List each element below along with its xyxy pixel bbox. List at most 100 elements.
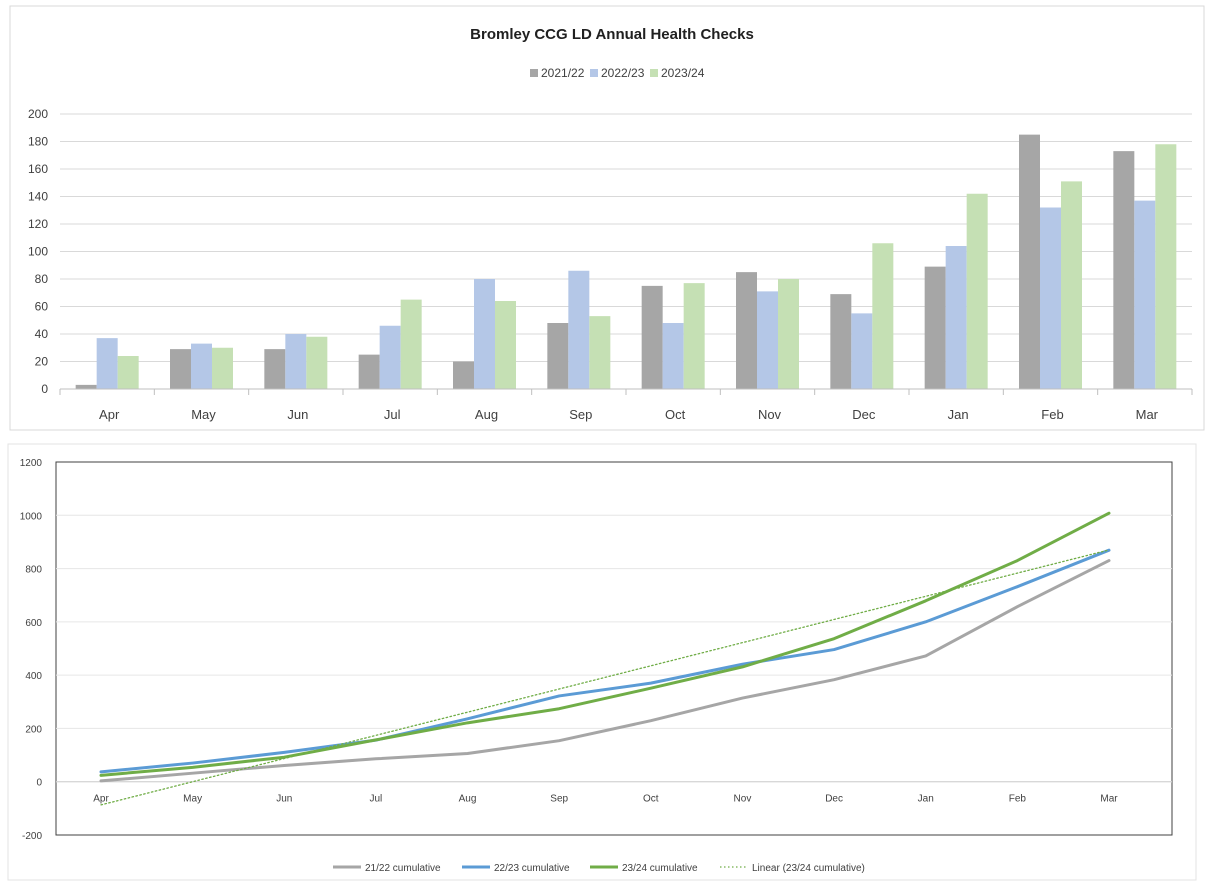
bar-2021-22-may — [170, 349, 191, 389]
bar-2023-24-aug — [495, 301, 516, 389]
bar-2021-22-aug — [453, 361, 474, 389]
bar-x-tick-label: Jun — [287, 407, 308, 422]
bar-x-tick-label: Feb — [1041, 407, 1063, 422]
bar-x-tick-label: Dec — [852, 407, 876, 422]
bar-2022-23-jul — [379, 325, 401, 389]
bar-2023-24-may — [212, 347, 233, 389]
bar-2022-23-apr — [96, 338, 118, 389]
line-y-tick-label: 800 — [25, 565, 42, 576]
bar-2022-23-oct — [662, 323, 684, 389]
line-x-tick-label: Aug — [459, 794, 477, 805]
bar-x-tick-label: Nov — [758, 407, 782, 422]
bar-2023-24-apr — [117, 356, 139, 389]
line-series-21-22-cumulative — [99, 559, 1111, 783]
bar-2022-23-dec — [851, 313, 873, 389]
bar-2023-24-dec — [872, 243, 894, 389]
line-legend-label: Linear (23/24 cumulative) — [752, 863, 865, 874]
bar-x-tick-label: May — [191, 407, 216, 422]
bar-x-tick-label: Sep — [569, 407, 592, 422]
bar-2023-24-sep — [589, 316, 611, 389]
bar-2021-22-nov — [736, 272, 757, 389]
bar-y-tick-label: 140 — [28, 190, 48, 204]
bar-chart: Bromley CCG LD Annual Health Checks 2021… — [9, 5, 1205, 431]
bar-2021-22-dec — [830, 294, 852, 389]
bar-2021-22-jul — [358, 354, 380, 389]
bar-chart-title: Bromley CCG LD Annual Health Checks — [470, 26, 754, 43]
bar-2023-24-nov — [778, 279, 799, 389]
bar-2021-22-mar — [1113, 151, 1135, 389]
bar-y-tick-label: 160 — [28, 162, 48, 176]
bar-2021-22-sep — [547, 323, 569, 389]
line-chart-y-axis: -200 0 200 400 600 800 1000 1200 — [20, 458, 43, 842]
bar-2022-23-nov — [757, 291, 778, 389]
bar-2021-22-apr — [75, 384, 97, 389]
line-legend-label: 21/22 cumulative — [365, 863, 441, 874]
line-x-tick-label: Jun — [276, 794, 292, 805]
bar-2022-23-jan — [945, 246, 967, 389]
bar-2021-22-oct — [641, 285, 663, 389]
line-x-tick-label: Sep — [550, 794, 568, 805]
bar-2022-23-may — [191, 343, 212, 389]
line-legend-label: 22/23 cumulative — [494, 863, 570, 874]
bar-x-tick-label: Aug — [475, 407, 498, 422]
line-x-tick-label: Mar — [1100, 794, 1118, 805]
line-x-tick-label: May — [183, 794, 202, 805]
line-series-22-23-cumulative — [99, 548, 1111, 774]
bar-y-tick-label: 100 — [28, 245, 48, 259]
bar-2022-23-jun — [285, 334, 307, 389]
line-x-tick-label: Feb — [1009, 794, 1027, 805]
legend-swatch-2021-22 — [530, 69, 538, 77]
line-chart-border — [7, 443, 1197, 881]
bar-y-tick-label: 20 — [35, 355, 49, 369]
bar-chart-y-axis: 0 20 40 60 80 100 120 140 160 180 200 — [28, 107, 48, 396]
line-chart: -200 0 200 400 600 800 1000 1200 Apr May Jun Jul Au… — [7, 443, 1197, 881]
line-chart-x-axis: Apr May Jun Jul Aug Sep Oct Nov Dec Jan Feb Mar — [93, 794, 1118, 805]
bar-2021-22-jan — [924, 266, 946, 389]
bar-y-tick-label: 120 — [28, 217, 48, 231]
legend-label-2021-22: 2021/22 — [541, 66, 585, 80]
bar-x-tick-label: Jul — [384, 407, 401, 422]
bar-2023-24-jan — [966, 193, 988, 389]
bar-chart-legend: 2021/22 2022/23 2023/24 — [530, 66, 705, 80]
line-y-tick-label: 1200 — [20, 458, 43, 469]
line-chart-series — [99, 511, 1111, 806]
bar-y-tick-label: 60 — [35, 300, 49, 314]
bar-y-tick-label: 180 — [28, 135, 48, 149]
bar-2022-23-aug — [474, 279, 495, 389]
bar-2022-23-sep — [568, 270, 590, 389]
bar-2023-24-jul — [400, 299, 422, 389]
line-chart-legend: 21/22 cumulative 22/23 cumulative 23/24 cu… — [333, 863, 865, 874]
bar-2023-24-feb — [1061, 181, 1082, 389]
bar-chart-x-axis: Apr May Jun Jul Aug Sep Oct Nov Dec Jan Feb Mar — [59, 388, 1193, 422]
bar-x-tick-label: Mar — [1136, 407, 1159, 422]
bar-chart-bars — [75, 134, 1177, 389]
line-x-tick-label: Dec — [825, 794, 843, 805]
line-x-tick-label: Nov — [734, 794, 752, 805]
line-x-tick-label: Oct — [643, 794, 659, 805]
bar-x-tick-label: Oct — [665, 407, 686, 422]
bar-y-tick-label: 80 — [35, 272, 49, 286]
bar-2022-23-feb — [1040, 207, 1061, 389]
bar-2021-22-jun — [264, 349, 286, 389]
line-x-tick-label: Jul — [370, 794, 383, 805]
line-legend-label: 23/24 cumulative — [622, 863, 698, 874]
bar-2023-24-mar — [1155, 144, 1177, 389]
legend-swatch-2022-23 — [590, 69, 598, 77]
line-series-linear-23-24-cumulative- — [100, 549, 1110, 806]
legend-label-2022-23: 2022/23 — [601, 66, 645, 80]
line-chart-plot-area — [55, 461, 1173, 836]
bar-chart-gridlines — [60, 113, 1192, 362]
line-series-23-24-cumulative — [99, 511, 1111, 777]
line-y-tick-label: 200 — [25, 724, 42, 735]
line-y-tick-label: 0 — [36, 778, 42, 789]
line-y-tick-label: 400 — [25, 671, 42, 682]
line-y-tick-label: -200 — [22, 831, 42, 842]
bar-2022-23-mar — [1134, 200, 1156, 389]
line-y-tick-label: 1000 — [20, 511, 43, 522]
bar-x-tick-label: Jan — [948, 407, 969, 422]
line-x-tick-label: Apr — [93, 794, 109, 805]
bar-y-tick-label: 0 — [41, 382, 48, 396]
legend-label-2023-24: 2023/24 — [661, 66, 705, 80]
bar-y-tick-label: 40 — [35, 327, 49, 341]
bar-2023-24-jun — [306, 336, 328, 389]
